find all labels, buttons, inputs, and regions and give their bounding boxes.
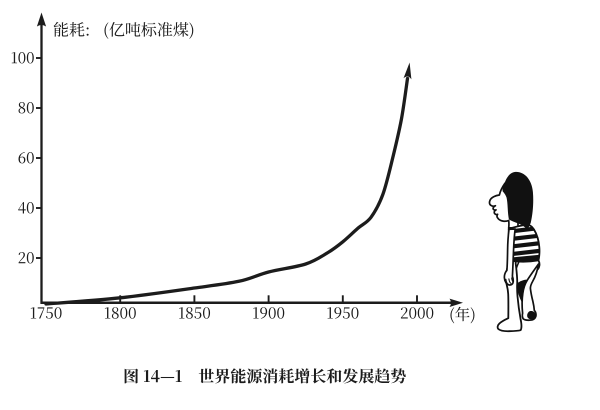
energy-curve bbox=[44, 62, 412, 306]
y-tick-label bbox=[18, 102, 34, 114]
child-torso bbox=[507, 223, 541, 263]
y-tick-label bbox=[18, 202, 34, 214]
x-axis-arrowhead bbox=[449, 298, 463, 307]
x-tick-label bbox=[104, 307, 136, 319]
y-axis-arrowhead bbox=[36, 12, 47, 27]
x-axis-unit bbox=[450, 306, 475, 324]
figure-caption bbox=[124, 368, 406, 384]
child-arm bbox=[503, 228, 517, 286]
shirt-stripe bbox=[508, 241, 540, 250]
axes bbox=[36, 12, 463, 307]
y-tick-label bbox=[11, 52, 34, 64]
child-figure bbox=[488, 171, 541, 333]
x-tick-label bbox=[30, 307, 62, 319]
x-tick-label bbox=[253, 307, 285, 319]
child-back-leg bbox=[521, 263, 540, 322]
shirt-stripe bbox=[508, 248, 540, 257]
child-pants-front-leg bbox=[496, 259, 523, 333]
energy-curve-line bbox=[44, 76, 410, 306]
x-tick-label bbox=[400, 307, 434, 319]
curve-arrowhead bbox=[403, 62, 412, 80]
y-axis-unit bbox=[104, 21, 194, 39]
child-arm-hand bbox=[503, 228, 517, 286]
y-axis-title bbox=[53, 21, 89, 37]
child-hair bbox=[502, 171, 534, 230]
x-tick-label bbox=[179, 307, 211, 319]
y-tick-label bbox=[18, 152, 34, 164]
child-legs bbox=[496, 254, 541, 333]
child-shirt-hem bbox=[509, 254, 539, 263]
y-tick-label bbox=[18, 252, 34, 264]
child-finger-lines bbox=[505, 277, 514, 285]
x-tick-label bbox=[327, 307, 359, 319]
child-back-heel bbox=[527, 310, 536, 320]
